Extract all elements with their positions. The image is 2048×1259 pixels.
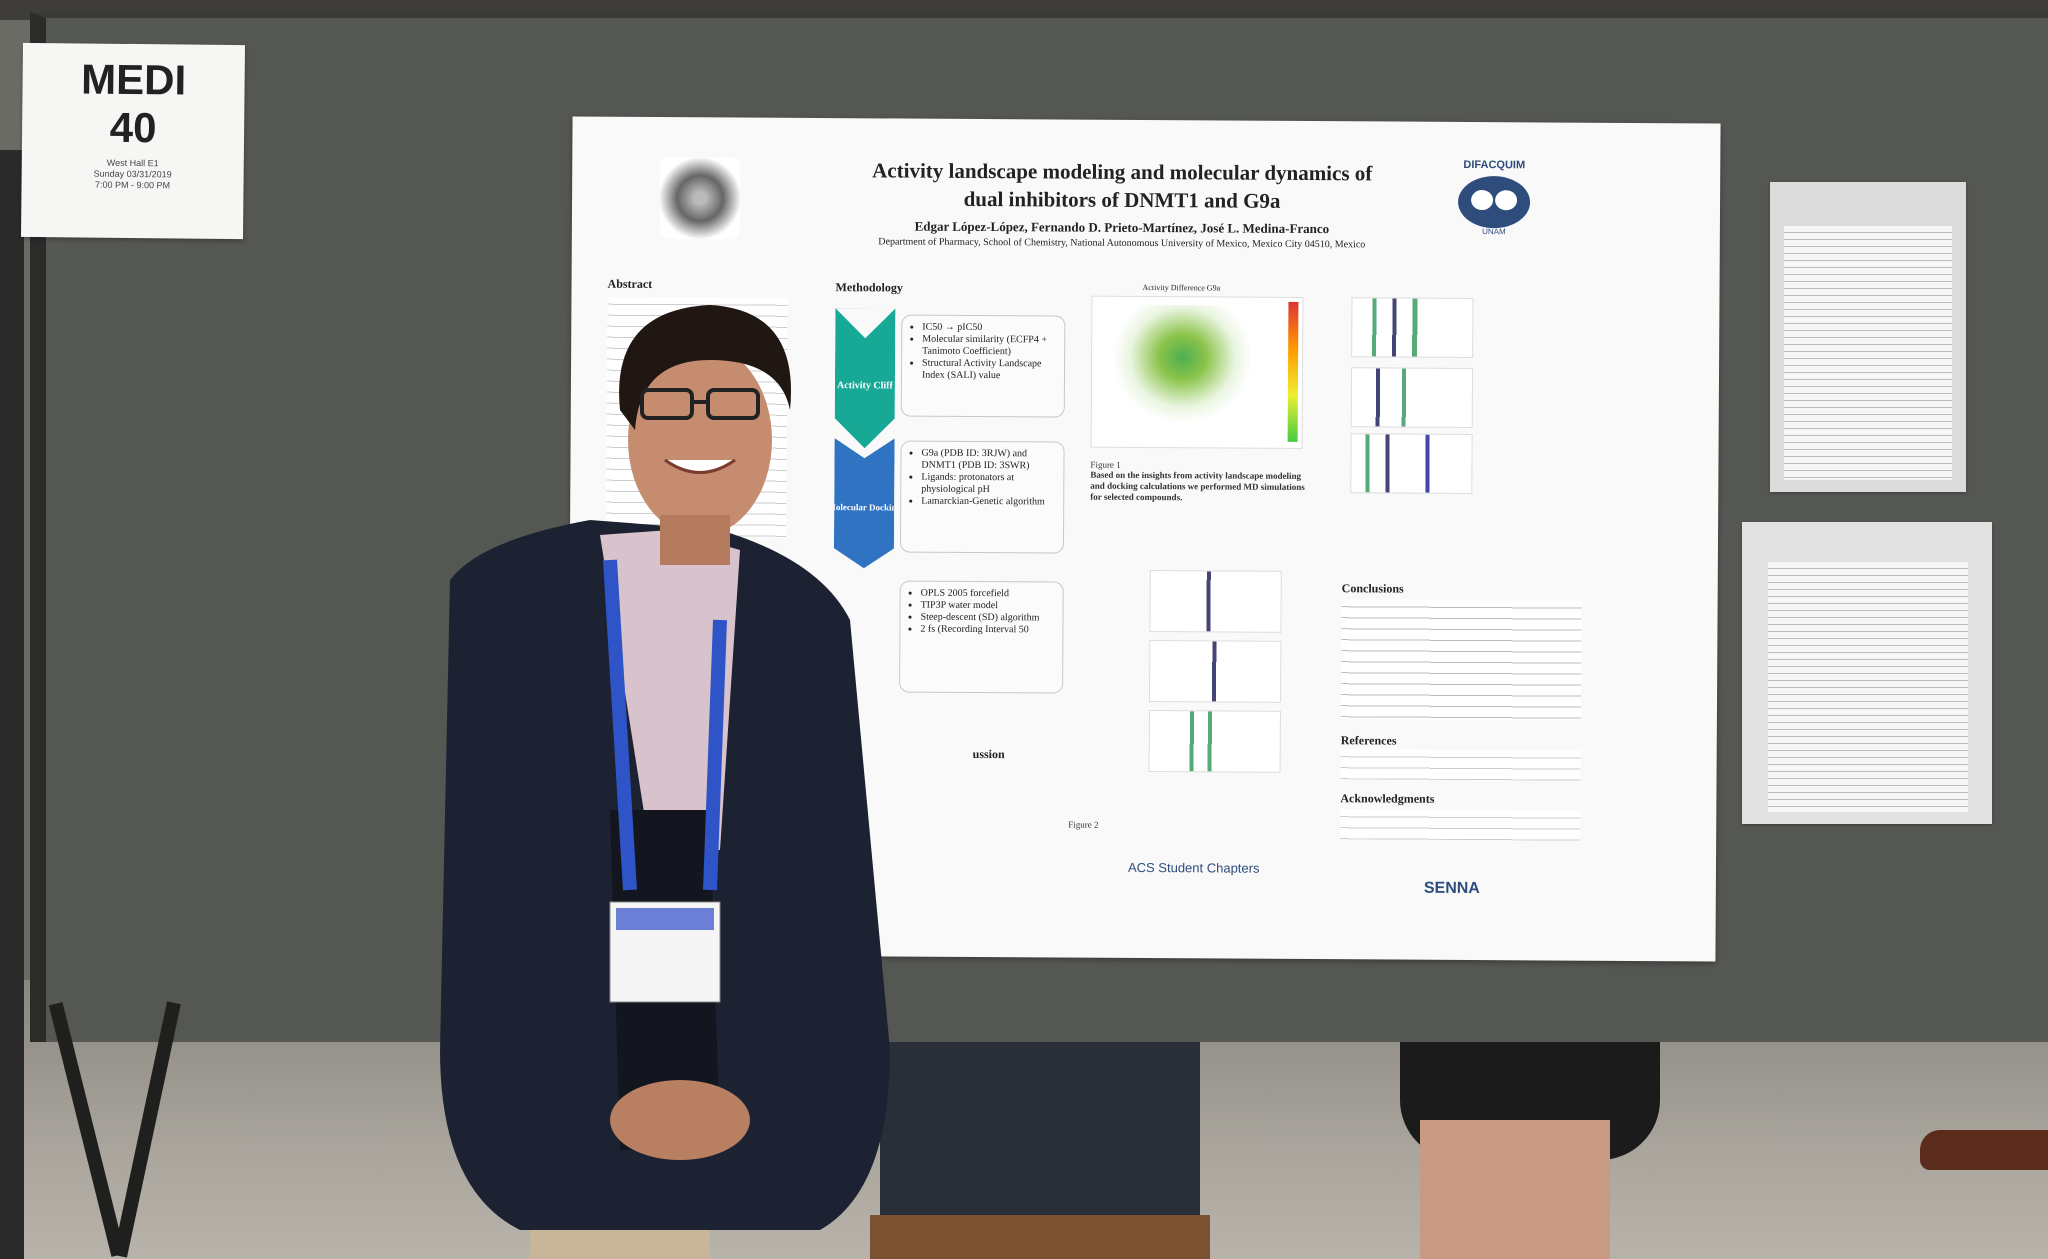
poster-authors: Edgar López-López, Fernando D. Prieto-Ma…	[914, 218, 1330, 237]
title-line: Activity landscape modeling and molecula…	[872, 158, 1373, 186]
senna-logo: SENNA	[1423, 879, 1480, 898]
background-person-shoe	[1920, 1130, 2048, 1170]
step-item: Ligands: protonators at physiological pH	[921, 472, 1063, 497]
section-discussion: ussion	[972, 746, 1005, 762]
presenter	[440, 305, 890, 1259]
acs-logo: ACS Student Chapters	[1127, 859, 1260, 876]
step-item: Structural Activity Landscape Index (SAL…	[922, 358, 1064, 383]
scatter-title: Activity Difference G9a	[1142, 282, 1221, 293]
background-person-legs	[880, 1040, 1200, 1240]
pinned-document	[1770, 182, 1966, 492]
bar-chart	[1350, 367, 1474, 429]
section-acknowledgments: Acknowledgments	[1340, 791, 1435, 806]
acknowledgments-text	[1340, 809, 1581, 841]
step-item: 2 fs (Recording Interval 50	[920, 624, 1062, 637]
bar-chart	[1350, 433, 1473, 495]
step-item: Steep-descent (SD) algorithm	[920, 612, 1062, 625]
results-text: Based on the insights from activity land…	[1090, 469, 1305, 503]
poster-affiliation: Department of Pharmacy, School of Chemis…	[878, 236, 1366, 251]
step-item: OPLS 2005 forcefield	[921, 588, 1063, 601]
sign-detail: 7:00 PM - 9:00 PM	[94, 179, 171, 191]
bar-chart	[1149, 640, 1282, 703]
step2-label: Molecular Docking	[834, 502, 895, 512]
board-frame-left	[0, 150, 24, 1259]
research-poster: DIFACQUIM UNAM Activity landscape modeli…	[567, 116, 1721, 962]
bar-chart	[1148, 710, 1281, 773]
background-person-legs-2	[1420, 1120, 1610, 1259]
step-item: G9a (PDB ID: 3RJW) and DNMT1 (PDB ID: 3S…	[921, 448, 1063, 473]
scatter-points	[1099, 304, 1251, 436]
bar-chart	[1149, 570, 1282, 633]
color-scale	[1287, 301, 1299, 442]
step1-label: Activity Cliff	[837, 380, 894, 391]
figure1-caption: Figure 1	[1090, 459, 1121, 470]
bar-chart	[1351, 297, 1474, 359]
step-item: IC50 → pIC50	[922, 322, 1064, 335]
background-person-boots	[870, 1215, 1210, 1259]
figure2-caption: Figure 2	[1068, 819, 1099, 830]
sign-code: MEDI	[80, 55, 187, 104]
references-text	[1340, 749, 1581, 781]
difacquim-text: DIFACQUIM	[1463, 159, 1525, 171]
unam-text: UNAM	[1482, 227, 1506, 236]
title-line: dual inhibitors of DNMT1 and G9a	[963, 186, 1281, 213]
step-item: Lamarckian-Genetic algorithm	[921, 496, 1063, 509]
section-conclusions: Conclusions	[1341, 581, 1404, 596]
scatter-plot: Activity Difference G9a	[1090, 283, 1304, 449]
session-sign: MEDI 40 West Hall E1 Sunday 03/31/2019 7…	[20, 42, 246, 240]
sign-number: 40	[109, 103, 157, 152]
difacquim-logo: DIFACQUIM UNAM	[1458, 159, 1531, 236]
step-item: Molecular similarity (ECFP4 + Tanimoto C…	[922, 334, 1064, 359]
docking-arrow: Molecular Docking	[834, 438, 895, 569]
poster-title: Activity landscape modeling and molecula…	[762, 156, 1482, 216]
conclusions-text	[1340, 599, 1582, 721]
activity-cliff-arrow: Activity Cliff	[834, 308, 896, 449]
pinned-document	[1742, 522, 1992, 824]
step-item: TIP3P water model	[921, 600, 1063, 613]
section-references: References	[1340, 733, 1397, 748]
unam-logo	[659, 157, 741, 240]
